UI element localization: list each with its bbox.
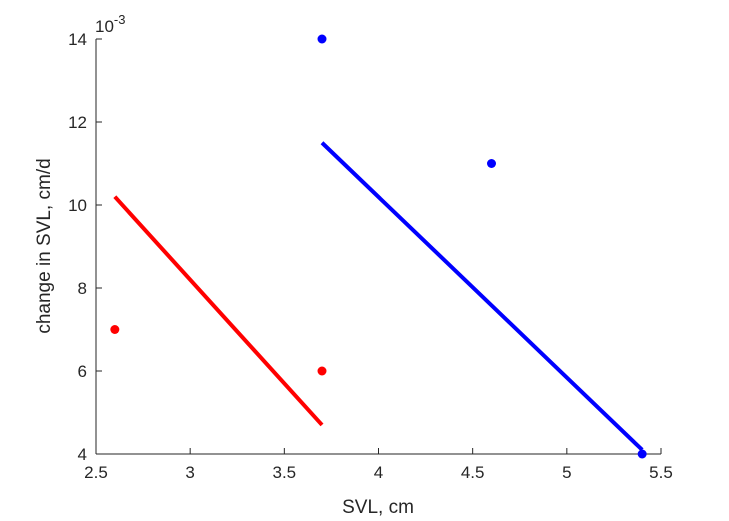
data-point [317,366,327,376]
x-tick-label: 4.5 [461,463,485,482]
y-exponent-power: -3 [114,12,126,27]
fit-line [320,141,644,452]
data-layer [110,34,647,459]
data-point [487,159,496,168]
y-axis-label: change in SVL, cm/d [34,158,55,333]
data-point [110,325,120,334]
x-axis-label: SVL, cm [342,497,414,518]
data-point [317,34,327,44]
x-tick-label: 5.5 [649,463,673,482]
series-2 [317,34,647,459]
y-exponent-base: 10 [95,17,114,36]
y-tick-label: 10 [68,196,87,215]
series-1 [110,195,327,427]
y-tick-label: 8 [78,279,87,298]
y-tick-label: 6 [78,362,87,381]
y-tick-label: 4 [78,445,87,464]
fit-line [113,195,324,427]
y-tick-label: 12 [68,113,87,132]
y-tick-label: 14 [68,30,87,49]
x-tick-label: 2.5 [84,463,108,482]
x-tick-label: 4 [374,463,383,482]
y-axis-exponent: 10-3 [95,12,125,36]
x-tick-label: 5 [562,463,571,482]
axes: 2.5 3 3.5 4 4.5 5 5.5 4 6 8 10 12 14 [68,30,673,482]
x-tick-label: 3.5 [273,463,297,482]
x-tick-label: 3 [185,463,194,482]
data-point [637,449,647,459]
